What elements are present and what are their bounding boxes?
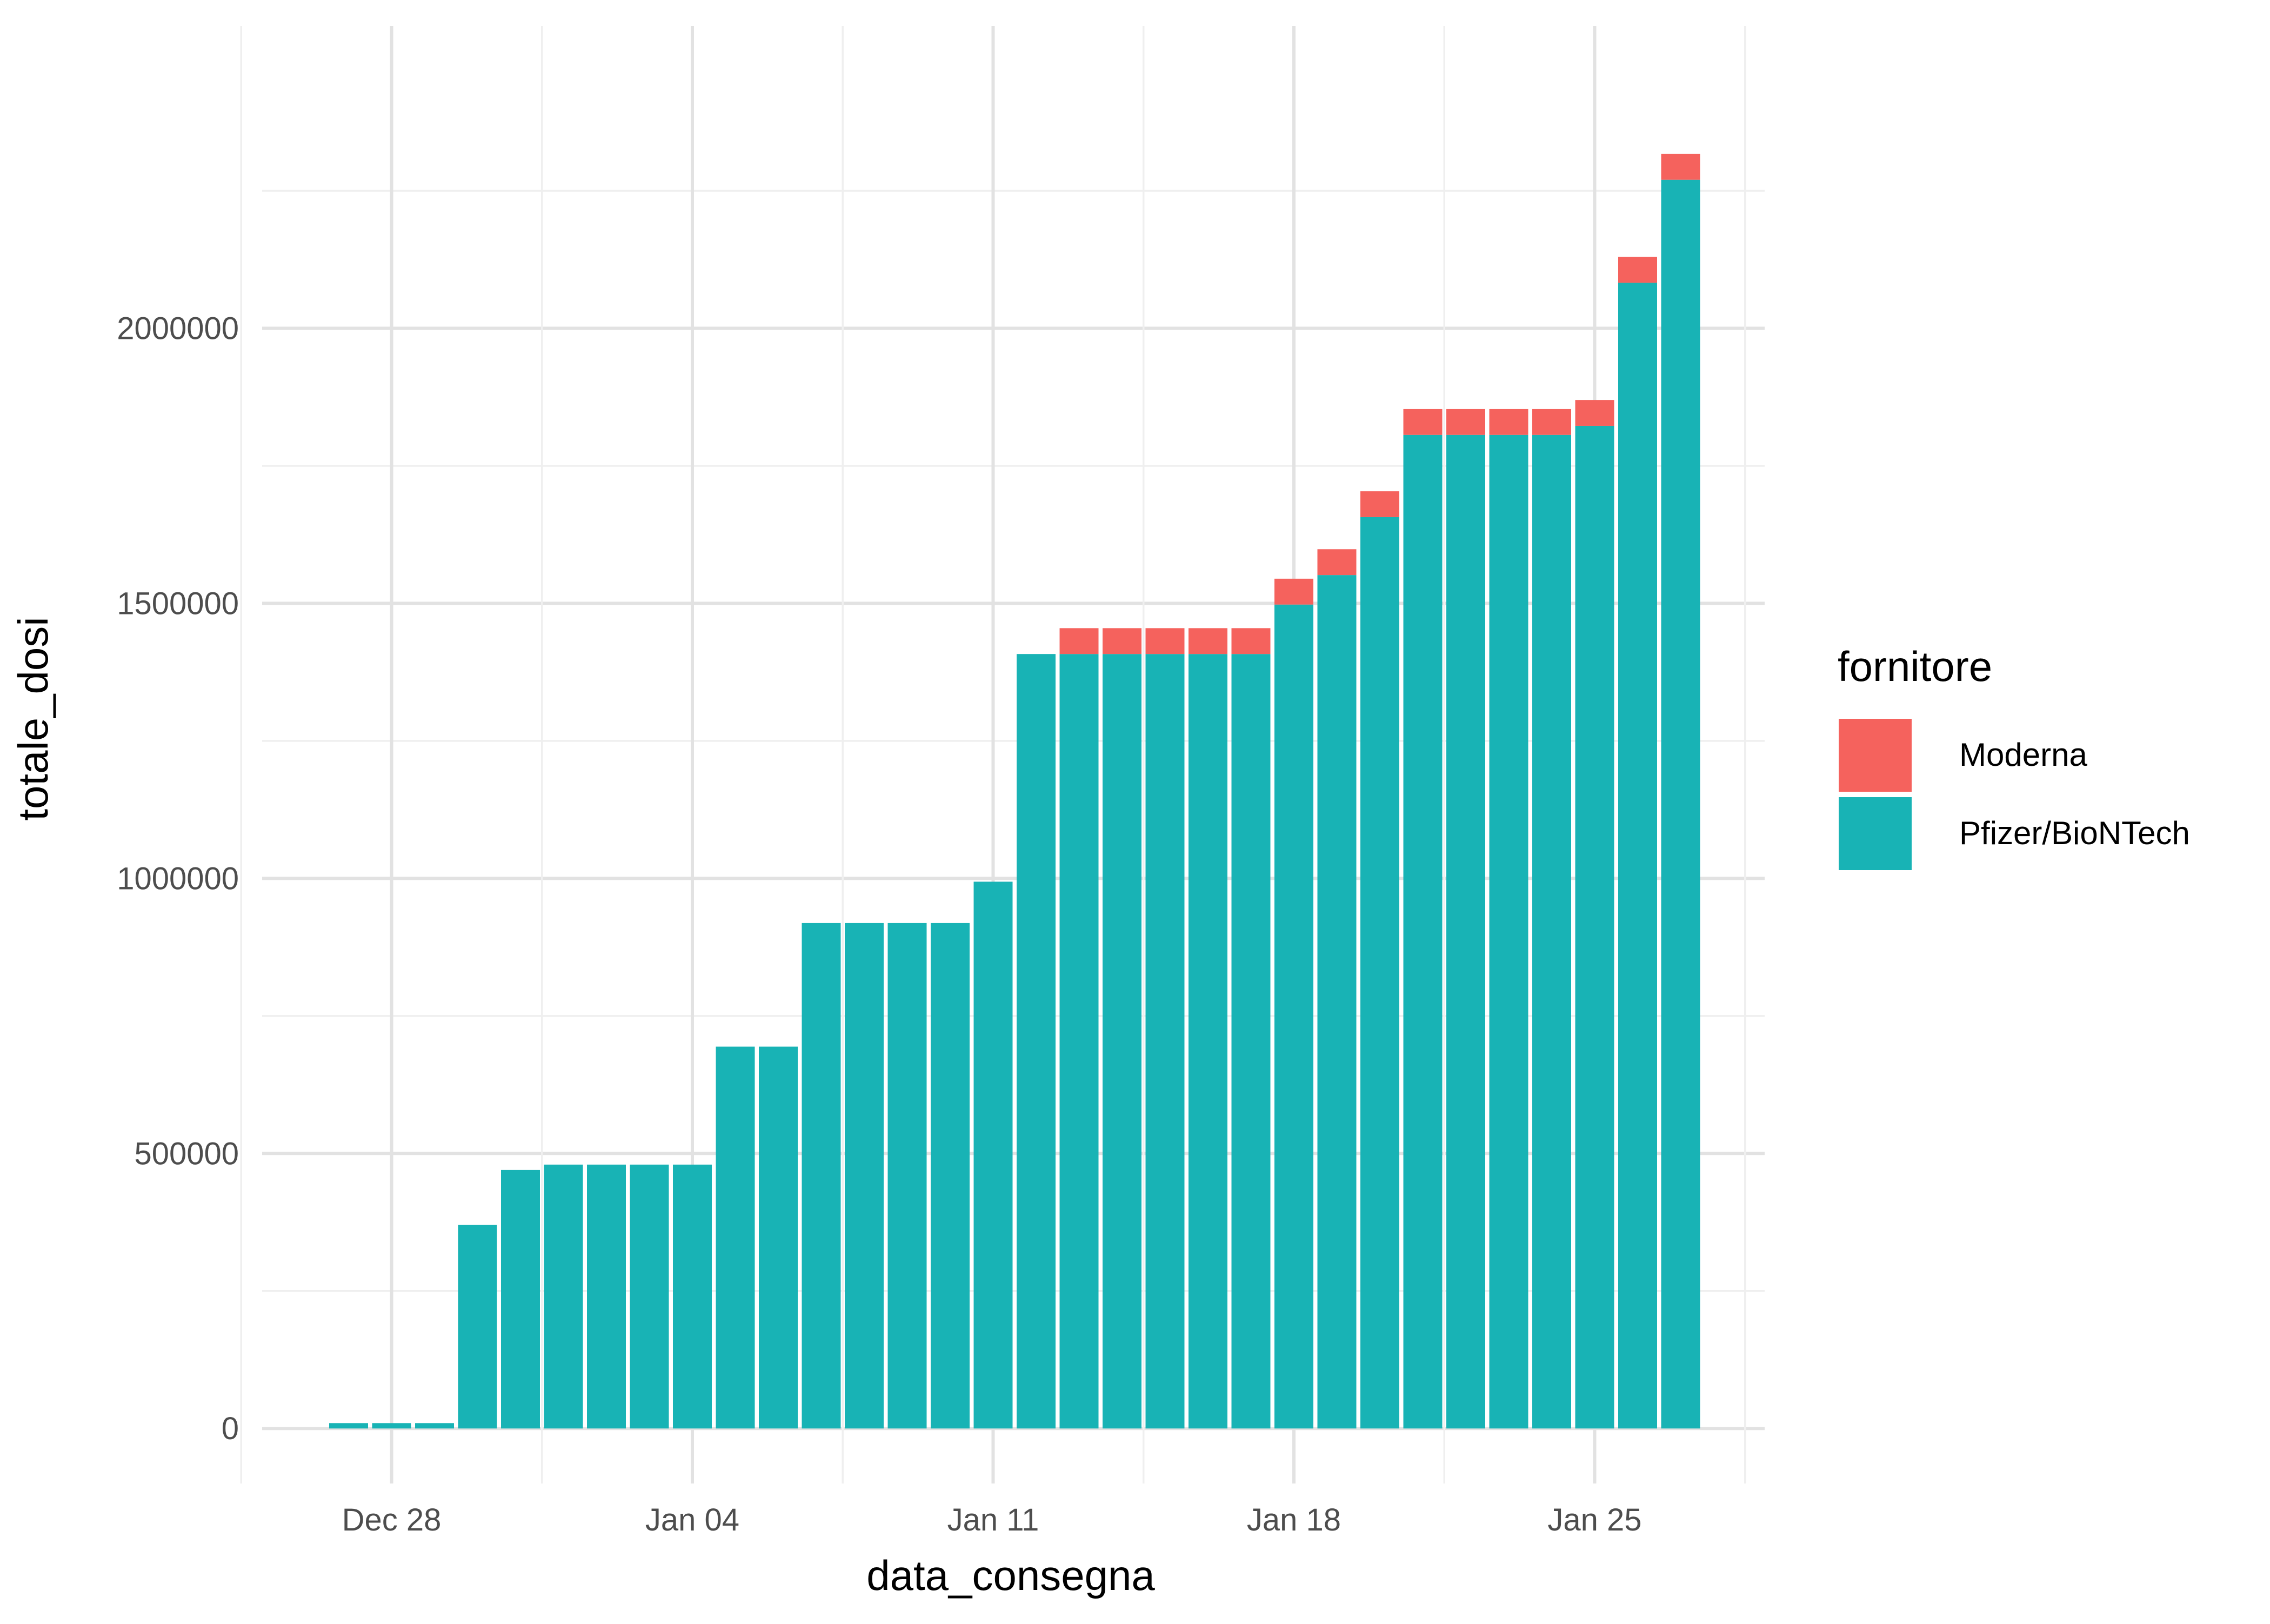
legend-label: Moderna (1959, 737, 2087, 773)
bar-segment-pfizer (1274, 604, 1313, 1429)
bar-segment-pfizer (887, 923, 927, 1429)
x-tick-labels: Dec 28 Jan 04 Jan 11 Jan 18 Jan 25 (342, 1502, 1642, 1538)
bar-segment-pfizer (544, 1164, 583, 1429)
bar-segment-moderna (1403, 409, 1443, 435)
bar-segment-pfizer (372, 1423, 411, 1429)
bar-segment-pfizer (1532, 435, 1571, 1429)
bar-segment-pfizer (716, 1046, 755, 1429)
bar-segment-pfizer (1145, 654, 1185, 1429)
bar-segment-moderna (1059, 628, 1099, 654)
y-tick-label: 1000000 (117, 861, 239, 896)
bar-segment-pfizer (1575, 425, 1614, 1429)
bar-segment-pfizer (1446, 435, 1485, 1429)
bar-segment-pfizer (501, 1169, 540, 1429)
bar-segment-moderna (1446, 409, 1485, 435)
bar-segment-pfizer (759, 1046, 798, 1429)
legend-key (1839, 797, 1912, 870)
bar-segment-pfizer (1103, 654, 1141, 1429)
bar-segment-moderna (1360, 491, 1399, 517)
bar-segment-pfizer (1360, 517, 1399, 1429)
bar-segment-pfizer (1317, 575, 1357, 1429)
bar-segment-pfizer (1059, 654, 1099, 1429)
bar-segment-pfizer (931, 923, 970, 1429)
bar-segment-moderna (1661, 153, 1700, 180)
bar-segment-pfizer (329, 1423, 368, 1429)
bar-segment-moderna (1103, 628, 1141, 654)
bar-segment-pfizer (1661, 179, 1700, 1429)
x-tick-label: Jan 18 (1247, 1502, 1341, 1538)
bar-segment-pfizer (415, 1423, 454, 1429)
x-tick-label: Jan 25 (1547, 1502, 1641, 1538)
bar-segment-pfizer (587, 1164, 626, 1429)
legend-label: Pfizer/BioNTech (1959, 815, 2190, 851)
y-tick-label: 2000000 (117, 311, 239, 346)
bar-segment-pfizer (458, 1225, 497, 1429)
legend-key (1839, 719, 1912, 792)
bar-segment-pfizer (630, 1164, 669, 1429)
y-tick-label: 1500000 (117, 586, 239, 621)
x-axis-title: data_consegna (866, 1552, 1155, 1599)
bar-segment-pfizer (802, 923, 841, 1429)
bar-segment-pfizer (673, 1164, 712, 1429)
bar-segment-pfizer (973, 881, 1013, 1429)
bar-segment-pfizer (1017, 654, 1056, 1429)
bar-segment-pfizer (845, 923, 884, 1429)
x-tick-label: Jan 04 (645, 1502, 739, 1538)
y-tick-labels: 0 500000 1000000 1500000 2000000 (117, 311, 239, 1447)
bar-segment-moderna (1489, 409, 1528, 435)
legend-title: fornitore (1838, 643, 1992, 690)
bar-segment-pfizer (1189, 654, 1227, 1429)
x-tick-label: Jan 11 (947, 1502, 1039, 1538)
x-tick-label: Dec 28 (342, 1502, 442, 1538)
legend: fornitore Moderna Pfizer/BioNTech (1838, 643, 2190, 870)
bar-segment-moderna (1231, 628, 1271, 654)
bar-segment-pfizer (1231, 654, 1271, 1429)
bars-layer (329, 153, 1700, 1429)
bar-segment-pfizer (1618, 283, 1657, 1429)
bar-segment-moderna (1317, 549, 1357, 576)
y-axis-title: totale_dosi (9, 617, 57, 820)
bar-segment-moderna (1145, 628, 1185, 654)
bar-segment-moderna (1274, 578, 1313, 605)
bar-segment-pfizer (1403, 435, 1443, 1429)
legend-items: Moderna Pfizer/BioNTech (1839, 719, 2190, 870)
bar-segment-moderna (1618, 257, 1657, 283)
bar-segment-moderna (1189, 628, 1227, 654)
y-tick-label: 500000 (134, 1136, 239, 1171)
bar-segment-pfizer (1489, 435, 1528, 1429)
bar-segment-moderna (1575, 400, 1614, 426)
bar-segment-moderna (1532, 409, 1571, 435)
y-tick-label: 0 (222, 1411, 239, 1446)
